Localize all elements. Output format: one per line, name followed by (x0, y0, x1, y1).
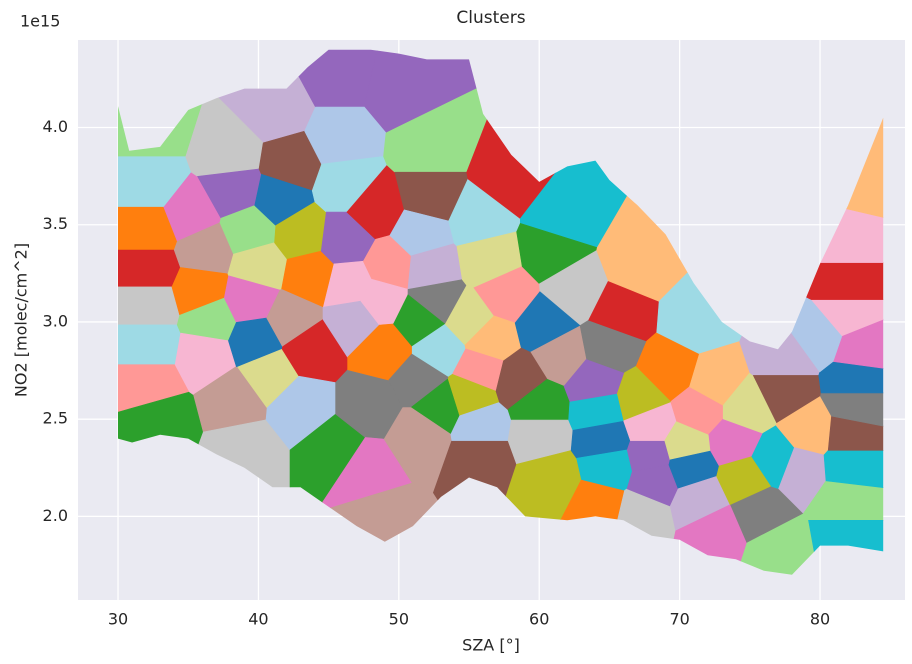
x-tick-label: 80 (810, 610, 830, 629)
x-tick-label: 50 (389, 610, 409, 629)
y-offset-label: 1e15 (20, 12, 60, 31)
y-tick-label: 4.0 (43, 117, 68, 136)
chart-title: Clusters (456, 8, 525, 28)
y-tick-label: 3.5 (43, 214, 68, 233)
x-tick-label: 30 (108, 610, 128, 629)
x-tick-label: 60 (529, 610, 549, 629)
y-tick-label: 2.5 (43, 409, 68, 428)
y-tick-label: 3.0 (43, 311, 68, 330)
x-axis-label: SZA [°] (462, 636, 520, 655)
x-tick-label: 70 (669, 610, 689, 629)
y-tick-label: 2.0 (43, 506, 68, 525)
cluster-cell (495, 347, 548, 410)
x-tick-label: 40 (248, 610, 268, 629)
y-axis-label: NO2 [molec/cm^2] (12, 243, 31, 397)
